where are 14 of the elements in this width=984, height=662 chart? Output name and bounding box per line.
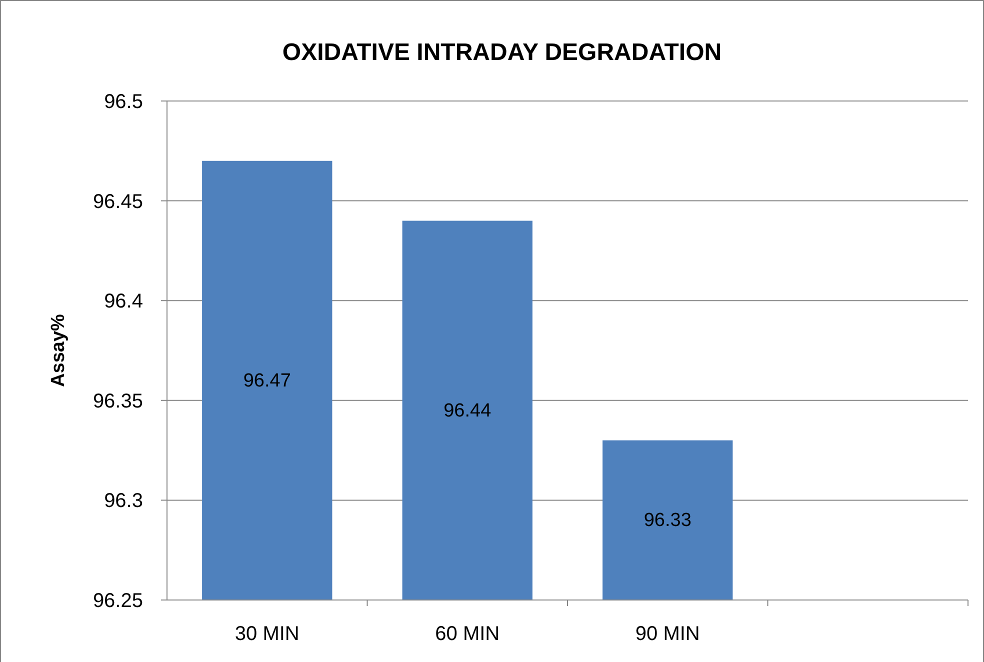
- data-label: 96.47: [243, 370, 291, 392]
- y-tick-label: 96.25: [92, 590, 143, 612]
- data-label: 96.44: [444, 400, 492, 422]
- x-tick-label: 30 MIN: [234, 623, 300, 645]
- y-axis-title: Assay%: [48, 314, 69, 387]
- data-label: 96.33: [644, 510, 692, 532]
- x-tick-label: 60 MIN: [435, 623, 500, 645]
- y-tick-label: 96.4: [104, 290, 143, 313]
- y-tick-label: 96.5: [104, 91, 143, 113]
- y-tick-label: 96.45: [92, 190, 143, 213]
- y-tick-label: 96.3: [104, 490, 143, 512]
- y-tick-label: 96.35: [92, 390, 143, 412]
- x-tick-label: 90 MIN: [635, 623, 700, 645]
- chart-title: OXIDATIVE INTRADAY DEGRADATION: [282, 39, 722, 66]
